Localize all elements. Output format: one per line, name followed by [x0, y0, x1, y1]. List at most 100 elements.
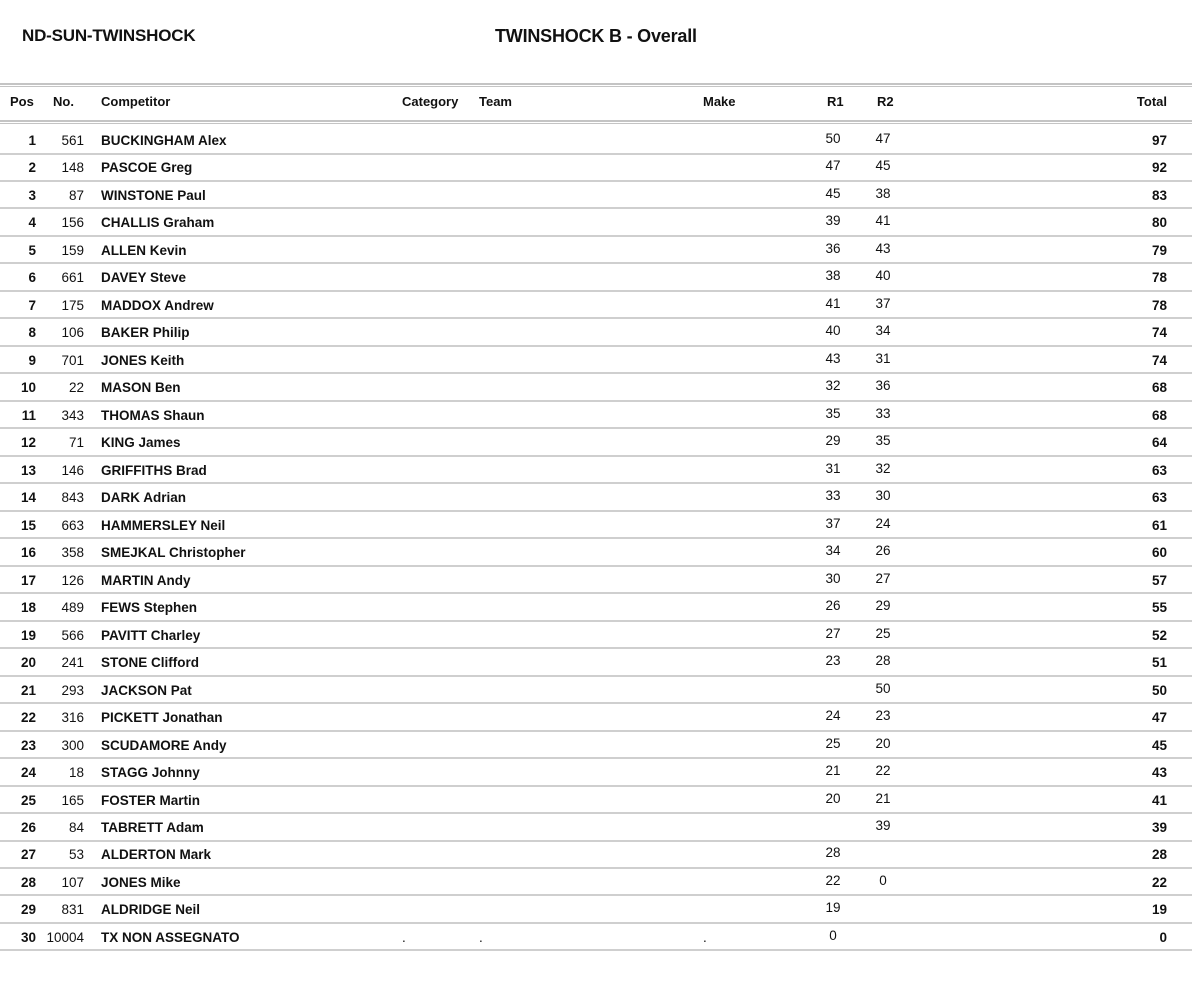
table-row: 19 566 PAVITT Charley 27 25 52 — [0, 622, 1192, 650]
cell-total: 74 — [1151, 325, 1167, 341]
cell-num: 358 — [61, 545, 84, 561]
cell-r1: 33 — [825, 488, 841, 504]
cell-r1: 29 — [825, 433, 841, 449]
cell-pos: 3 — [28, 187, 36, 203]
cell-r1: 26 — [825, 598, 841, 614]
cell-r2: 35 — [875, 433, 891, 449]
cell-competitor: MADDOX Andrew — [101, 297, 214, 313]
table-row: 24 18 STAGG Johnny 21 22 43 — [0, 759, 1192, 787]
table-row: 6 661 DAVEY Steve 38 40 78 — [0, 264, 1192, 292]
cell-total: 83 — [1151, 187, 1167, 203]
cell-num: 831 — [61, 902, 84, 918]
cell-competitor: HAMMERSLEY Neil — [101, 517, 226, 533]
cell-pos: 27 — [20, 847, 36, 863]
table-row: 26 84 TABRETT Adam 39 39 — [0, 814, 1192, 842]
table-row: 13 146 GRIFFITHS Brad 31 32 63 — [0, 457, 1192, 485]
cell-num: 175 — [61, 297, 84, 313]
cell-num: 71 — [68, 435, 84, 451]
cell-r2: 43 — [875, 240, 891, 256]
cell-r2: 37 — [875, 295, 891, 311]
cell-num: 159 — [61, 242, 84, 258]
cell-r2: 0 — [879, 872, 887, 888]
cell-total: 0 — [1159, 929, 1167, 945]
cell-num: 165 — [61, 792, 84, 808]
cell-pos: 22 — [20, 710, 36, 726]
cell-pos: 10 — [20, 380, 36, 396]
header-pos: Pos — [10, 94, 34, 109]
table-row: 10 22 MASON Ben 32 36 68 — [0, 374, 1192, 402]
table-row: 1 561 BUCKINGHAM Alex 50 47 97 — [0, 127, 1192, 155]
cell-num: 663 — [61, 517, 84, 533]
cell-total: 92 — [1151, 160, 1167, 176]
cell-pos: 5 — [28, 242, 36, 258]
cell-competitor: ALLEN Kevin — [101, 242, 187, 258]
cell-competitor: TX NON ASSEGNATO — [101, 929, 240, 945]
cell-competitor: BAKER Philip — [101, 325, 190, 341]
cell-pos: 4 — [28, 215, 36, 231]
cell-competitor: GRIFFITHS Brad — [101, 462, 207, 478]
cell-total: 97 — [1151, 133, 1167, 148]
cell-competitor: BUCKINGHAM Alex — [101, 133, 227, 148]
cell-competitor: STAGG Johnny — [101, 765, 200, 781]
cell-num: 241 — [61, 655, 84, 671]
cell-total: 63 — [1151, 490, 1167, 506]
cell-pos: 8 — [28, 325, 36, 341]
cell-num: 701 — [61, 352, 84, 368]
table-row: 9 701 JONES Keith 43 31 74 — [0, 347, 1192, 375]
header-number: No. — [53, 94, 74, 109]
cell-r1: 24 — [825, 708, 841, 724]
cell-r2: 34 — [875, 323, 891, 339]
cell-competitor: PAVITT Charley — [101, 627, 201, 643]
table-row: 14 843 DARK Adrian 33 30 63 — [0, 484, 1192, 512]
cell-r1: 25 — [825, 735, 841, 751]
cell-pos: 15 — [20, 517, 36, 533]
cell-r2: 25 — [875, 625, 891, 641]
cell-pos: 18 — [20, 600, 36, 616]
cell-competitor: WINSTONE Paul — [101, 187, 206, 203]
cell-num: 106 — [61, 325, 84, 341]
header-team: Team — [479, 94, 512, 109]
cell-num: 316 — [61, 710, 84, 726]
cell-pos: 24 — [20, 765, 36, 781]
cell-r1: 0 — [829, 927, 837, 943]
cell-competitor: JONES Keith — [101, 352, 185, 368]
header-category: Category — [402, 94, 459, 109]
header-r2: R2 — [877, 94, 894, 109]
cell-r1: 45 — [825, 185, 841, 201]
cell-total: 50 — [1151, 682, 1167, 698]
cell-num: 18 — [68, 765, 84, 781]
cell-r1: 40 — [825, 323, 841, 339]
cell-r1: 36 — [825, 240, 841, 256]
cell-r1: 20 — [825, 790, 841, 806]
cell-num: 87 — [68, 187, 84, 203]
cell-r1: 32 — [825, 378, 841, 394]
cell-total: 68 — [1151, 407, 1167, 423]
cell-r2: 38 — [875, 185, 891, 201]
table-row: 30 10004 TX NON ASSEGNATO... 0 0 — [0, 924, 1192, 952]
cell-r2: 39 — [875, 818, 891, 833]
table-row: 16 358 SMEJKAL Christopher 34 26 60 — [0, 539, 1192, 567]
cell-num: 148 — [61, 160, 84, 176]
cell-r1: 35 — [825, 405, 841, 421]
cell-num: 126 — [61, 572, 84, 588]
cell-r2: 20 — [875, 735, 891, 751]
cell-pos: 13 — [20, 462, 36, 478]
cell-r1: 43 — [825, 350, 841, 366]
cell-competitor: JONES Mike — [101, 874, 181, 890]
cell-pos: 17 — [20, 572, 36, 588]
cell-pos: 6 — [28, 270, 36, 286]
cell-total: 60 — [1151, 545, 1167, 561]
header-make: Make — [703, 94, 736, 109]
cell-total: 51 — [1151, 655, 1167, 671]
cell-num: 566 — [61, 627, 84, 643]
cell-r2: 24 — [875, 515, 891, 531]
cell-competitor: STONE Clifford — [101, 655, 200, 671]
cell-competitor: FEWS Stephen — [101, 600, 198, 616]
cell-pos: 28 — [20, 874, 36, 890]
cell-competitor: ALDRIDGE Neil — [101, 902, 201, 918]
cell-pos: 19 — [20, 627, 36, 643]
cell-r1: 41 — [825, 295, 841, 311]
cell-pos: 14 — [20, 490, 36, 506]
cell-total: 45 — [1151, 737, 1167, 753]
cell-num: 22 — [68, 380, 84, 396]
